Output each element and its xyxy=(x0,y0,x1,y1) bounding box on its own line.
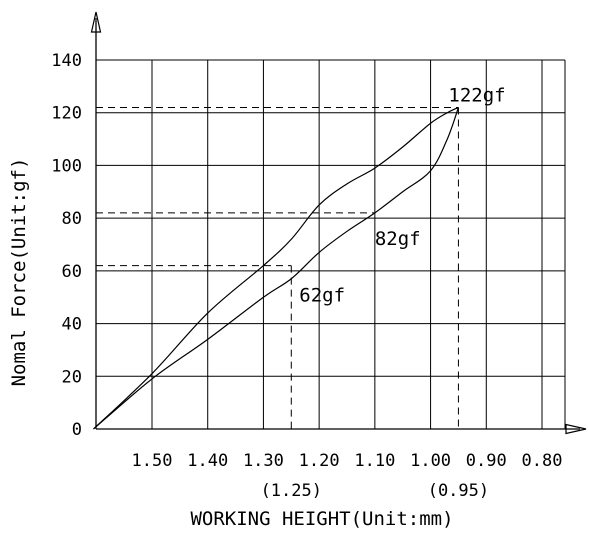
guide-lines xyxy=(96,106,459,429)
x-tick-label: 1.40 xyxy=(187,451,228,471)
y-axis-arrow xyxy=(90,11,102,33)
y-tick-label: 40 xyxy=(62,315,82,335)
x-tick-label: 0.90 xyxy=(466,451,507,471)
loading-curve xyxy=(93,106,459,430)
x-axis-arrow xyxy=(565,423,587,435)
y-tick-label: 140 xyxy=(51,51,82,71)
y-tick-label: 60 xyxy=(62,262,82,282)
x-axis-title: WORKING HEIGHT(Unit:mm) xyxy=(190,508,453,530)
x-tick-label: 0.80 xyxy=(522,451,563,471)
force-annotation: 62gf xyxy=(299,285,345,307)
y-tick-label: 0 xyxy=(72,420,82,440)
y-tick-label: 80 xyxy=(62,209,82,229)
x-tick-label: 1.20 xyxy=(299,451,340,471)
x-extra-label: (0.95) xyxy=(428,481,489,501)
x-tick-label: 1.50 xyxy=(132,451,173,471)
y-tick-label: 20 xyxy=(62,367,82,387)
axes xyxy=(90,11,587,435)
series xyxy=(93,106,459,430)
grid xyxy=(96,59,566,429)
labels: 1.50 1.40 1.30 1.20 1.10 1.00 0.90 0.80 0 20 40 60 8… xyxy=(51,51,562,501)
y-tick-label: 100 xyxy=(51,156,82,176)
force-annotation: 82gf xyxy=(375,228,421,250)
y-axis-title: Nomal Force(Unit:gf) xyxy=(8,158,30,387)
x-extra-label: (1.25) xyxy=(261,481,322,501)
x-tick-label: 1.10 xyxy=(354,451,395,471)
unloading-curve xyxy=(93,107,459,430)
force-annotation: 122gf xyxy=(448,84,505,106)
x-tick-label: 1.30 xyxy=(243,451,284,471)
x-tick-label: 1.00 xyxy=(410,451,451,471)
y-tick-label: 120 xyxy=(51,104,82,124)
